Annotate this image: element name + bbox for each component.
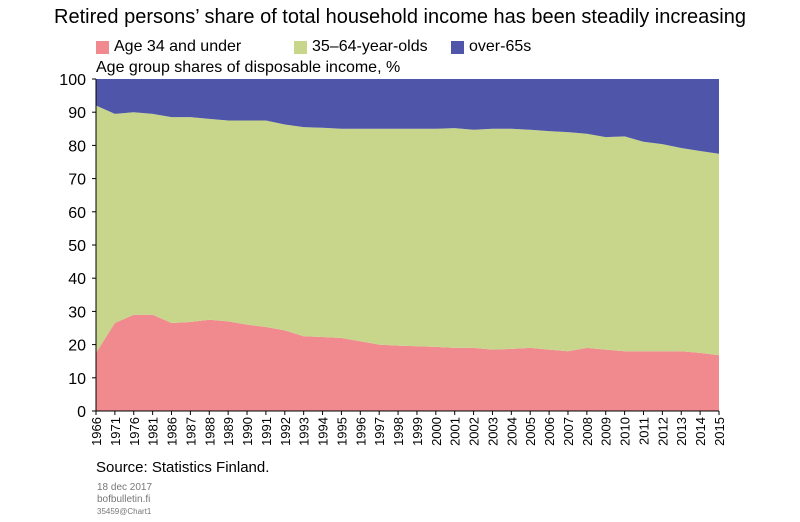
legend-label-young: Age 34 and under: [114, 38, 242, 55]
y-tick-label: 80: [68, 138, 86, 155]
legend-label-old: over-65s: [469, 38, 532, 55]
x-tick-label: 2003: [485, 417, 500, 446]
x-tick-label: 1989: [221, 417, 236, 446]
x-tick-label: 2010: [618, 417, 633, 446]
source-note: Source: Statistics Finland.: [96, 459, 270, 476]
x-tick-label: 1987: [183, 417, 198, 446]
x-tick-label: 1976: [127, 417, 142, 446]
y-tick-label: 90: [68, 105, 86, 122]
x-tick-label: 2006: [542, 417, 557, 446]
y-tick-label: 10: [68, 371, 86, 388]
y-tick-label: 0: [77, 404, 86, 421]
x-tick-label: 2002: [467, 417, 482, 446]
x-tick-label: 2005: [523, 417, 538, 446]
x-tick-label: 1971: [108, 417, 123, 446]
x-tick-label: 2015: [712, 417, 727, 446]
x-tick-label: 2001: [448, 417, 463, 446]
legend-swatch-old: [451, 40, 464, 54]
footer-date: 18 dec 2017: [97, 482, 153, 493]
x-tick-label: 2004: [504, 417, 519, 446]
y-tick-label: 60: [68, 205, 86, 222]
x-tick-label: 2009: [599, 417, 614, 446]
y-tick-label: 20: [68, 338, 86, 355]
x-tick-label: 1992: [278, 417, 293, 446]
y-tick-label: 50: [68, 238, 86, 255]
x-tick-label: 2014: [693, 417, 708, 446]
x-tick-label: 1988: [202, 417, 217, 446]
y-tick-label: 100: [59, 72, 86, 89]
legend-item-young: Age 34 and under: [96, 38, 241, 56]
y-tick-label: 30: [68, 304, 86, 321]
x-tick-label: 2000: [429, 417, 444, 446]
footer-code: 35459@Chart1: [97, 507, 152, 516]
x-tick-label: 1991: [259, 417, 274, 446]
x-tick-label: 1986: [165, 417, 180, 446]
x-tick-label: 1993: [297, 417, 312, 446]
legend-swatch-young: [96, 40, 109, 54]
x-tick-label: 1998: [391, 417, 406, 446]
area-series-old: [96, 79, 719, 154]
x-tick-label: 1994: [316, 417, 331, 446]
x-tick-label: 1990: [240, 417, 255, 446]
chart-title: Retired persons’ share of total househol…: [54, 6, 746, 28]
legend-label-middle: 35–64-year-olds: [312, 38, 428, 55]
y-tick-label: 40: [68, 271, 86, 288]
legend-item-old: over-65s: [451, 38, 531, 56]
x-tick-label: 1999: [410, 417, 425, 446]
footer-site: bofbulletin.fi: [97, 494, 151, 505]
x-tick-label: 2012: [655, 417, 670, 446]
x-tick-label: 2011: [636, 417, 651, 445]
x-tick-label: 2013: [674, 417, 689, 446]
x-tick-label: 1966: [89, 417, 104, 446]
x-tick-label: 2007: [561, 417, 576, 446]
x-tick-label: 1996: [353, 417, 368, 446]
x-tick-label: 1995: [334, 417, 349, 446]
area-series-middle: [96, 105, 719, 356]
x-tick-label: 1997: [372, 417, 387, 446]
legend-item-middle: 35–64-year-olds: [294, 38, 428, 56]
legend-swatch-middle: [294, 40, 307, 54]
y-tick-label: 70: [68, 172, 86, 189]
x-tick-label: 2008: [580, 417, 595, 446]
area-series-young: [96, 314, 719, 411]
chart-subtitle: Age group shares of disposable income, %: [96, 59, 401, 76]
x-tick-label: 1981: [146, 417, 161, 446]
